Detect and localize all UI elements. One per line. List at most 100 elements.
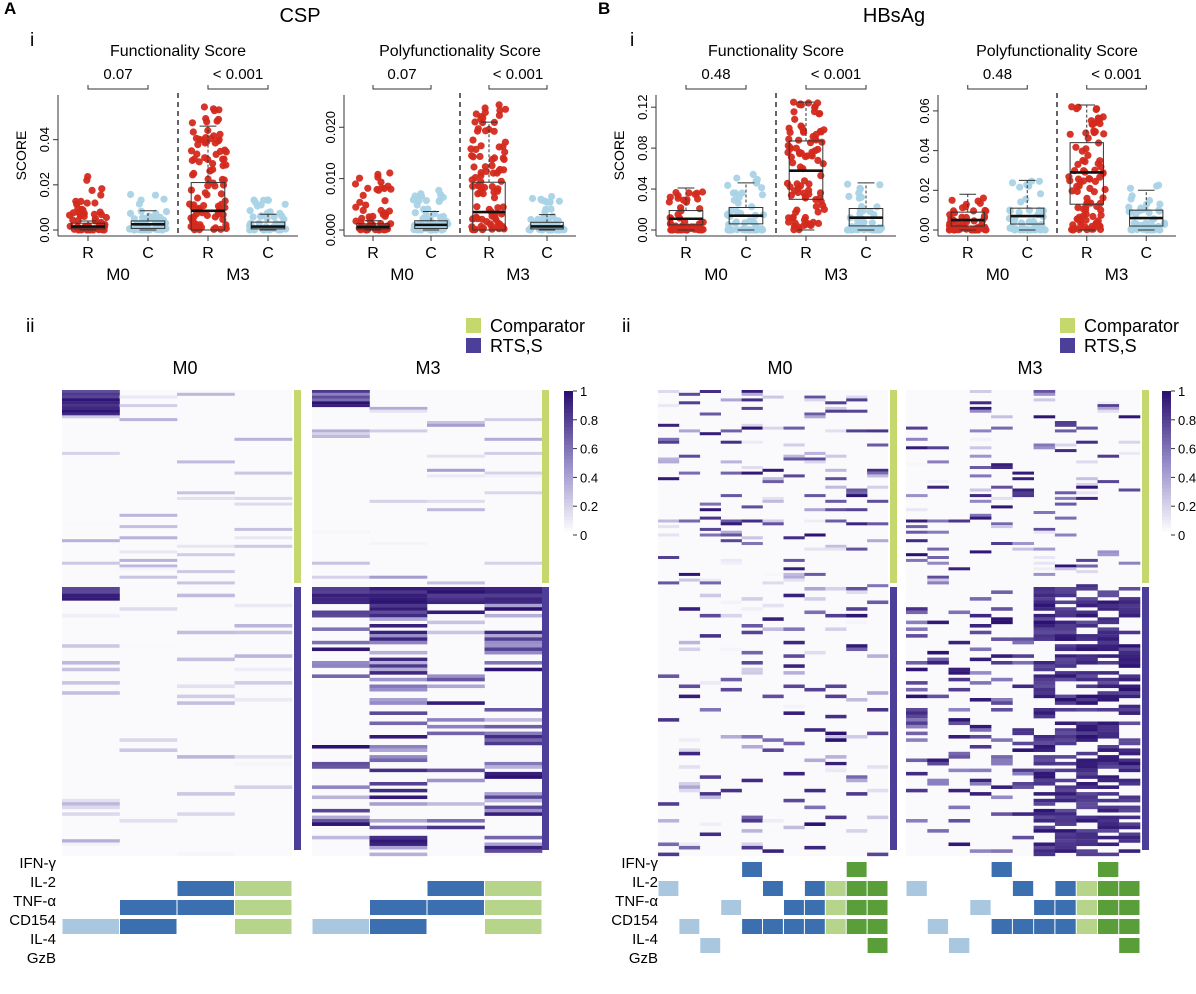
data-point: [741, 219, 749, 227]
heatmap-cell: [991, 812, 1013, 816]
heatmap-cell: [369, 802, 428, 806]
data-point: [72, 197, 80, 205]
heatmap-cell: [312, 398, 370, 402]
legend-label-comparator: Comparator: [1084, 316, 1179, 336]
heatmap-cell: [427, 819, 485, 823]
heatmap-cell: [369, 406, 428, 410]
heatmap-cell: [699, 708, 721, 712]
heatmap-cell: [741, 471, 763, 475]
heatmap-cell: [991, 785, 1013, 789]
heatmap-cell: [906, 446, 928, 450]
heatmap-cell: [741, 630, 763, 635]
heatmap-cell: [699, 412, 721, 416]
colorbar-step: [564, 405, 573, 410]
heatmap-cell: [484, 474, 543, 478]
heatmap-cell: [678, 738, 701, 742]
heatmap-cell: [1097, 620, 1120, 625]
heatmap-cell: [369, 825, 428, 830]
heatmap-cell: [906, 558, 928, 562]
data-point: [1087, 199, 1095, 207]
data-point: [969, 207, 978, 215]
heatmap-cell: [804, 451, 826, 455]
heatmap-cell: [1076, 798, 1098, 803]
data-point: [215, 106, 223, 114]
data-point: [1153, 182, 1161, 190]
heatmap-cell: [369, 839, 428, 843]
heatmap-cell: [369, 835, 428, 840]
data-point: [486, 220, 494, 228]
heatmap-cell: [1033, 755, 1056, 759]
heatmap-cell: [906, 519, 928, 523]
heatmap-cell: [1097, 792, 1120, 796]
heatmap-cell: [312, 661, 370, 665]
y-tick-label: 0.00: [917, 217, 932, 242]
heatmap-cell: [1097, 677, 1120, 682]
heatmap-cell: [1012, 728, 1034, 732]
heatmap-cell: [427, 802, 485, 806]
combo-cell: [700, 938, 721, 953]
heatmap-cell: [783, 454, 805, 458]
data-point: [443, 217, 451, 226]
heatmap-cell: [1033, 398, 1056, 402]
heatmap-cell: [991, 620, 1013, 625]
heatmap-cell: [1033, 556, 1056, 560]
data-point: [801, 194, 810, 202]
data-point: [1082, 216, 1090, 224]
heatmap-cell: [720, 519, 742, 523]
plot-title: Polyfunctionality Score: [379, 43, 541, 60]
group-bar-rtss: [542, 587, 549, 850]
heatmap-cell: [369, 499, 428, 503]
heatmap-cell: [1054, 630, 1077, 635]
heatmap-cell: [741, 406, 763, 410]
plot-title: Polyfunctionality Score: [976, 43, 1138, 60]
heatmap-cell: [783, 825, 805, 830]
data-point: [1015, 208, 1023, 216]
heatmap-cell: [1033, 587, 1056, 591]
heatmap-cell: [804, 845, 826, 850]
heatmap-cell: [741, 505, 763, 509]
heatmap-cell: [678, 842, 701, 847]
data-point: [748, 203, 756, 211]
heatmap-cell: [369, 634, 428, 638]
heatmap-cell: [678, 785, 701, 789]
cytokine-label: IL-2: [30, 874, 56, 891]
data-point: [490, 127, 498, 135]
data-point: [541, 197, 549, 205]
heatmap-cell: [804, 728, 826, 732]
heatmap-cell: [1054, 738, 1077, 742]
combo-cell: [120, 919, 177, 934]
heatmap-cell: [991, 590, 1013, 594]
data-point: [126, 209, 135, 217]
heatmap-cell: [1033, 748, 1056, 752]
data-point: [1038, 221, 1046, 229]
heatmap-cell: [762, 694, 784, 699]
heatmap-cell: [119, 564, 178, 568]
data-point: [1073, 187, 1081, 195]
heatmap-cell: [1118, 677, 1141, 682]
heatmap-cell: [1076, 761, 1098, 766]
combo-cell: [1034, 919, 1055, 934]
heatmap-cell: [1054, 533, 1077, 537]
heatmap-cell: [484, 775, 543, 779]
heatmap-cell: [1076, 731, 1098, 736]
data-point: [222, 161, 230, 169]
heatmap-cell: [484, 587, 543, 591]
heatmap-cell: [369, 587, 428, 591]
heatmap-cell: [678, 694, 701, 699]
heatmap-cell: [312, 613, 370, 618]
pvalue-label: < 0.001: [811, 66, 861, 83]
pvalue-bracket: [1086, 85, 1147, 90]
heatmap-cell: [312, 647, 370, 652]
heatmap-cell: [484, 795, 543, 800]
heatmap-cell: [369, 721, 428, 726]
data-point: [481, 104, 489, 112]
heatmap-cell: [658, 460, 680, 464]
heatmap-cell: [1054, 849, 1077, 853]
data-point: [264, 196, 272, 204]
data-point: [495, 101, 503, 109]
data-point: [731, 189, 740, 197]
colorbar-step: [1162, 466, 1171, 471]
heatmap-cell: [484, 667, 543, 672]
heatmap-cell: [783, 575, 805, 579]
heatmap-cell: [804, 547, 826, 551]
